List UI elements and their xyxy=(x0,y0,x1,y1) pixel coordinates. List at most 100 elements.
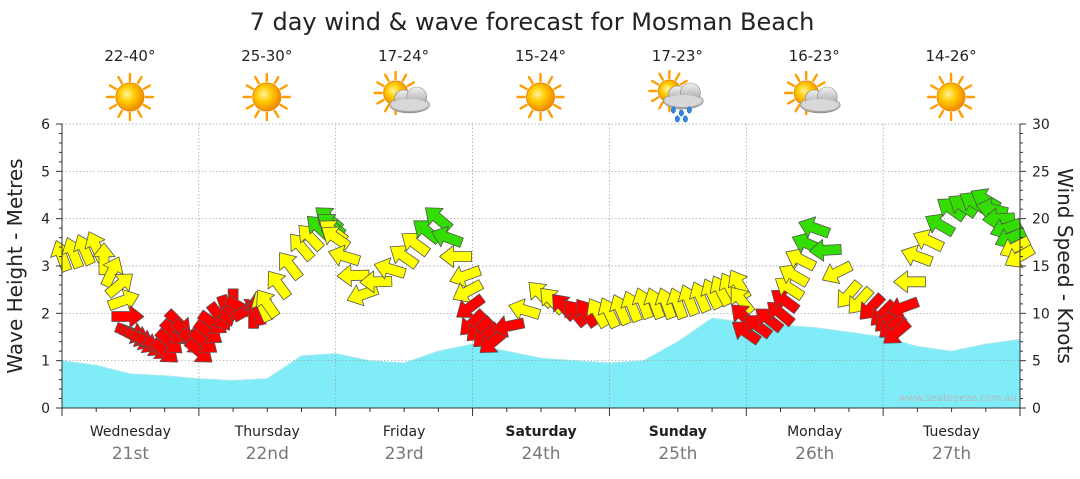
sun-ray xyxy=(527,75,534,85)
wind-arrow xyxy=(731,321,762,346)
wind-arrow-shape xyxy=(731,321,762,346)
wind-arrow-shape xyxy=(755,308,785,334)
sun-disc xyxy=(252,82,282,112)
wind-arrow xyxy=(298,224,325,253)
sun-ray xyxy=(117,75,124,85)
wind-arrow-shape xyxy=(439,245,473,268)
sun-ray xyxy=(786,81,796,88)
sun-ray xyxy=(679,79,688,86)
wind-arrow xyxy=(439,245,473,268)
sun-ray xyxy=(963,103,973,110)
temp-range-label: 22-40° xyxy=(104,47,155,65)
sun-ray xyxy=(401,73,408,83)
sun-ray xyxy=(273,109,280,119)
wind-arrow xyxy=(106,288,140,311)
day-name-label: Sunday xyxy=(649,424,707,440)
wind-arrow-shape xyxy=(730,286,756,316)
sun-ray xyxy=(938,75,945,85)
wind-arrow xyxy=(256,289,281,320)
right-tick-label: 15 xyxy=(1032,259,1050,275)
wind-arrow xyxy=(336,264,370,287)
wind-arrow xyxy=(456,293,486,319)
sun-ray xyxy=(553,103,562,110)
sun-ray xyxy=(273,75,280,85)
wind-arrow xyxy=(267,270,293,301)
wind-arrow-shape xyxy=(321,226,352,251)
wind-arrow-shape xyxy=(401,232,431,258)
left-axis-label: Wave Height - Metres xyxy=(3,158,27,373)
wind-arrow xyxy=(279,252,304,282)
rain-drop xyxy=(674,115,680,123)
sun-ray xyxy=(136,75,143,85)
sun-ray xyxy=(383,103,390,113)
wind-arrow-shape xyxy=(336,264,370,287)
wind-arrow-shape xyxy=(290,233,316,263)
right-tick-label: 5 xyxy=(1032,354,1041,370)
sun-icon xyxy=(926,72,976,122)
left-tick-label: 4 xyxy=(41,212,50,228)
sun-ray xyxy=(957,75,964,85)
cloud-icon xyxy=(799,86,841,114)
daily-weather-header: 22-40° 25-30° 17-24° 15-24° 17-23° 16-23° 14-2… xyxy=(104,47,977,123)
wind-arrow-shape xyxy=(798,216,831,239)
sun-ray xyxy=(547,75,554,85)
wind-arrow xyxy=(492,315,526,338)
wind-arrow xyxy=(821,260,854,284)
sun-ray xyxy=(142,84,152,91)
sun-ray xyxy=(794,73,801,83)
temp-range-label: 17-24° xyxy=(378,47,429,65)
right-axis-label: Wind Speed - Knots xyxy=(1053,168,1077,364)
wind-arrow-shape xyxy=(779,264,811,288)
temp-range-label: 17-23° xyxy=(652,47,703,65)
day-weather-partly-cloudy: 16-23° xyxy=(784,47,841,116)
right-tick-label: 20 xyxy=(1032,212,1050,228)
sun-disc xyxy=(936,82,966,112)
sun-ray xyxy=(812,73,818,83)
sun-ray xyxy=(519,103,528,110)
right-tick-label: 30 xyxy=(1032,117,1050,133)
axes: 0 1 2 3 4 5 6 0 5 10 15 20 25 30 xyxy=(41,117,1050,417)
sun-disc xyxy=(526,82,555,112)
rain-icon xyxy=(670,106,692,123)
wave-height-area xyxy=(61,317,1021,409)
day-name-label: Thursday xyxy=(234,424,300,440)
wind-arrow-shape xyxy=(912,229,945,253)
sun-ray xyxy=(376,81,385,88)
sun-disc xyxy=(115,82,145,112)
wind-arrow-shape xyxy=(104,273,133,299)
wind-arrow-shape xyxy=(452,279,484,303)
wind-arrow xyxy=(424,207,454,233)
wind-arrow xyxy=(373,257,407,280)
sun-ray xyxy=(957,109,964,119)
wind-arrow-shape xyxy=(883,318,912,344)
day-date-label: 26th xyxy=(795,444,834,464)
day-name-label: Saturday xyxy=(505,424,576,440)
rain-drop xyxy=(678,109,684,117)
sun-icon xyxy=(516,72,565,122)
sun-ray xyxy=(108,103,118,110)
sun-ray xyxy=(519,84,528,91)
wind-arrow xyxy=(912,229,945,253)
wave-area xyxy=(61,317,1021,409)
day-date-label: 24th xyxy=(521,444,560,464)
wind-arrow xyxy=(389,245,420,270)
sun-ray xyxy=(527,109,534,119)
right-tick-label: 25 xyxy=(1032,164,1050,180)
sun-ray xyxy=(938,109,945,119)
day-weather-sunny: 15-24° xyxy=(515,47,566,122)
wind-arrow-shape xyxy=(887,296,920,319)
sun-ray xyxy=(406,81,416,88)
sun-icon xyxy=(105,72,155,122)
day-name-label: Monday xyxy=(787,424,842,440)
sun-ray xyxy=(817,81,826,88)
wind-arrow xyxy=(508,298,542,321)
wind-arrow xyxy=(755,308,785,334)
day-name-label: Tuesday xyxy=(922,424,980,440)
sun-ray xyxy=(794,103,801,113)
left-tick-label: 2 xyxy=(41,306,50,322)
wind-arrow xyxy=(359,270,393,294)
sun-ray xyxy=(650,96,660,103)
sun-ray xyxy=(136,109,143,119)
